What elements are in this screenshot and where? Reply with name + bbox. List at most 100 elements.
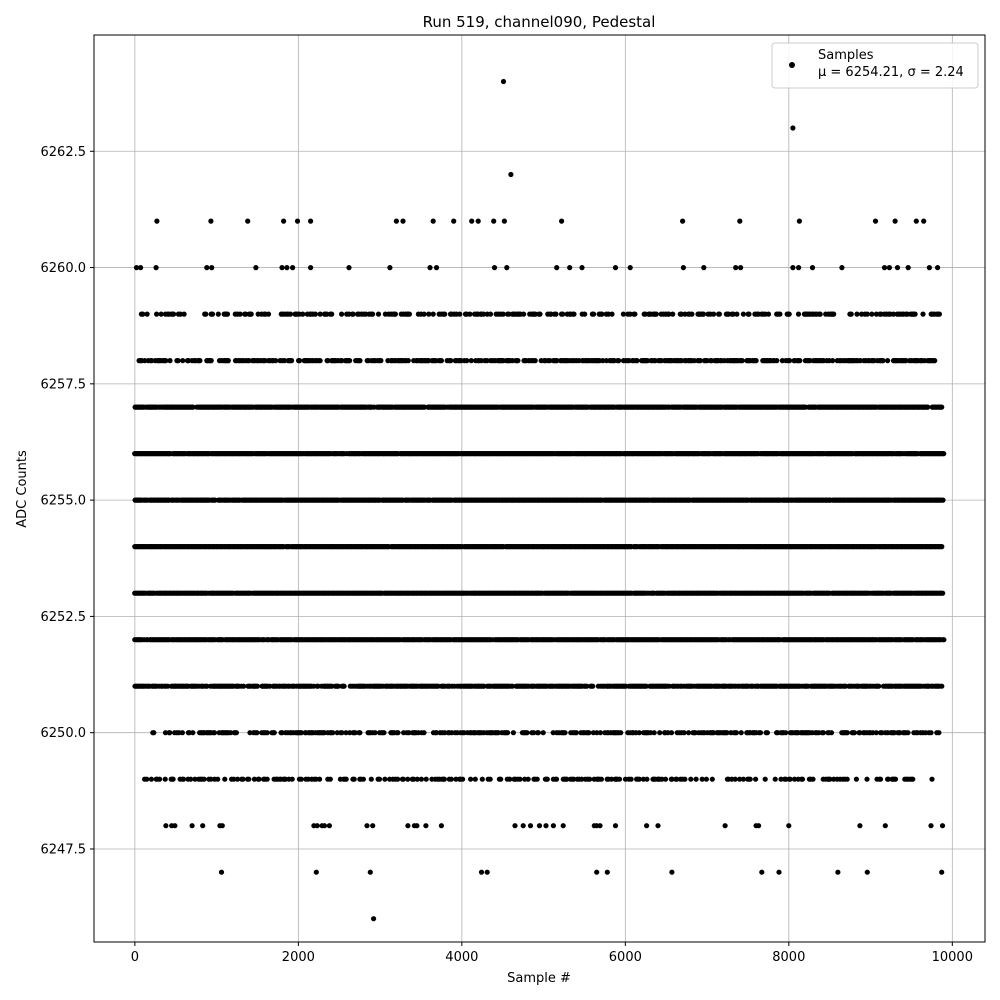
data-point: [787, 358, 793, 364]
data-point: [501, 218, 507, 224]
data-point: [734, 311, 740, 317]
data-point: [405, 358, 411, 364]
data-point: [839, 265, 845, 271]
data-point: [167, 358, 173, 364]
data-point: [940, 590, 946, 596]
data-point: [880, 358, 886, 364]
data-point: [935, 265, 941, 271]
data-point: [487, 311, 494, 317]
data-point: [350, 311, 356, 317]
data-point: [711, 311, 717, 317]
data-point: [203, 311, 209, 317]
data-point: [670, 311, 676, 317]
data-point: [312, 311, 318, 317]
data-point: [197, 358, 203, 364]
data-point: [138, 265, 144, 271]
data-point: [746, 311, 752, 317]
data-point: [393, 218, 399, 224]
data-point: [790, 125, 796, 131]
data-point: [872, 218, 879, 224]
data-point: [140, 311, 146, 317]
data-point: [400, 218, 406, 224]
data-point: [894, 265, 901, 271]
data-point: [921, 218, 927, 224]
data-point: [154, 311, 160, 317]
data-point: [940, 497, 946, 503]
data-point: [559, 218, 565, 224]
data-point: [289, 358, 295, 364]
data-point: [225, 358, 231, 364]
data-point: [777, 311, 783, 317]
data-point: [281, 218, 287, 224]
data-point: [609, 311, 615, 317]
data-point: [532, 358, 538, 364]
data-point: [537, 311, 543, 317]
data-point: [886, 265, 893, 271]
data-point: [457, 311, 463, 317]
data-point: [627, 311, 633, 317]
data-point: [730, 311, 736, 317]
data-point: [480, 311, 487, 317]
data-point: [547, 358, 553, 364]
data-point: [339, 311, 345, 317]
data-point: [475, 218, 481, 224]
data-point: [426, 311, 432, 317]
data-point: [560, 311, 566, 317]
data-point: [936, 311, 943, 317]
data-point: [284, 265, 290, 271]
data-point: [190, 404, 196, 410]
data-point: [939, 404, 945, 410]
data-point: [600, 358, 606, 364]
data-point: [515, 358, 521, 364]
data-point: [387, 265, 393, 271]
data-point: [864, 311, 870, 317]
data-point: [790, 265, 796, 271]
data-point: [591, 311, 597, 317]
data-point: [504, 265, 510, 271]
data-point: [885, 358, 891, 364]
data-point: [553, 311, 559, 317]
data-point: [484, 358, 490, 364]
data-point: [854, 311, 860, 317]
data-point: [697, 358, 703, 364]
data-point: [300, 311, 306, 317]
data-point: [740, 311, 747, 317]
data-point: [869, 311, 875, 317]
data-point: [506, 311, 512, 317]
data-point: [616, 358, 622, 364]
data-point: [599, 311, 605, 317]
data-point: [427, 265, 433, 271]
data-point: [451, 218, 457, 224]
data-point: [932, 358, 938, 364]
data-point: [903, 358, 909, 364]
data-point: [181, 311, 187, 317]
data-point: [508, 171, 514, 178]
data-point: [521, 311, 527, 317]
data-point: [733, 265, 739, 271]
data-point: [378, 358, 384, 364]
data-point: [308, 265, 314, 271]
data-point: [204, 265, 210, 271]
data-point: [290, 265, 296, 271]
data-point: [208, 358, 214, 364]
data-point: [620, 311, 627, 317]
data-point: [430, 218, 436, 224]
data-point: [666, 311, 672, 317]
data-point: [287, 311, 294, 317]
data-point: [786, 311, 792, 317]
data-point: [753, 358, 759, 364]
data-point: [341, 683, 347, 689]
data-point: [294, 218, 301, 224]
data-point: [357, 358, 363, 364]
data-point: [442, 311, 448, 317]
data-point: [464, 358, 470, 364]
data-point: [180, 358, 186, 364]
data-point: [467, 311, 473, 317]
data-point: [797, 358, 803, 364]
data-point: [500, 311, 506, 317]
data-point: [308, 218, 314, 224]
data-point: [339, 358, 345, 364]
data-point: [680, 265, 687, 271]
data-point: [491, 265, 498, 271]
data-point: [468, 358, 474, 364]
